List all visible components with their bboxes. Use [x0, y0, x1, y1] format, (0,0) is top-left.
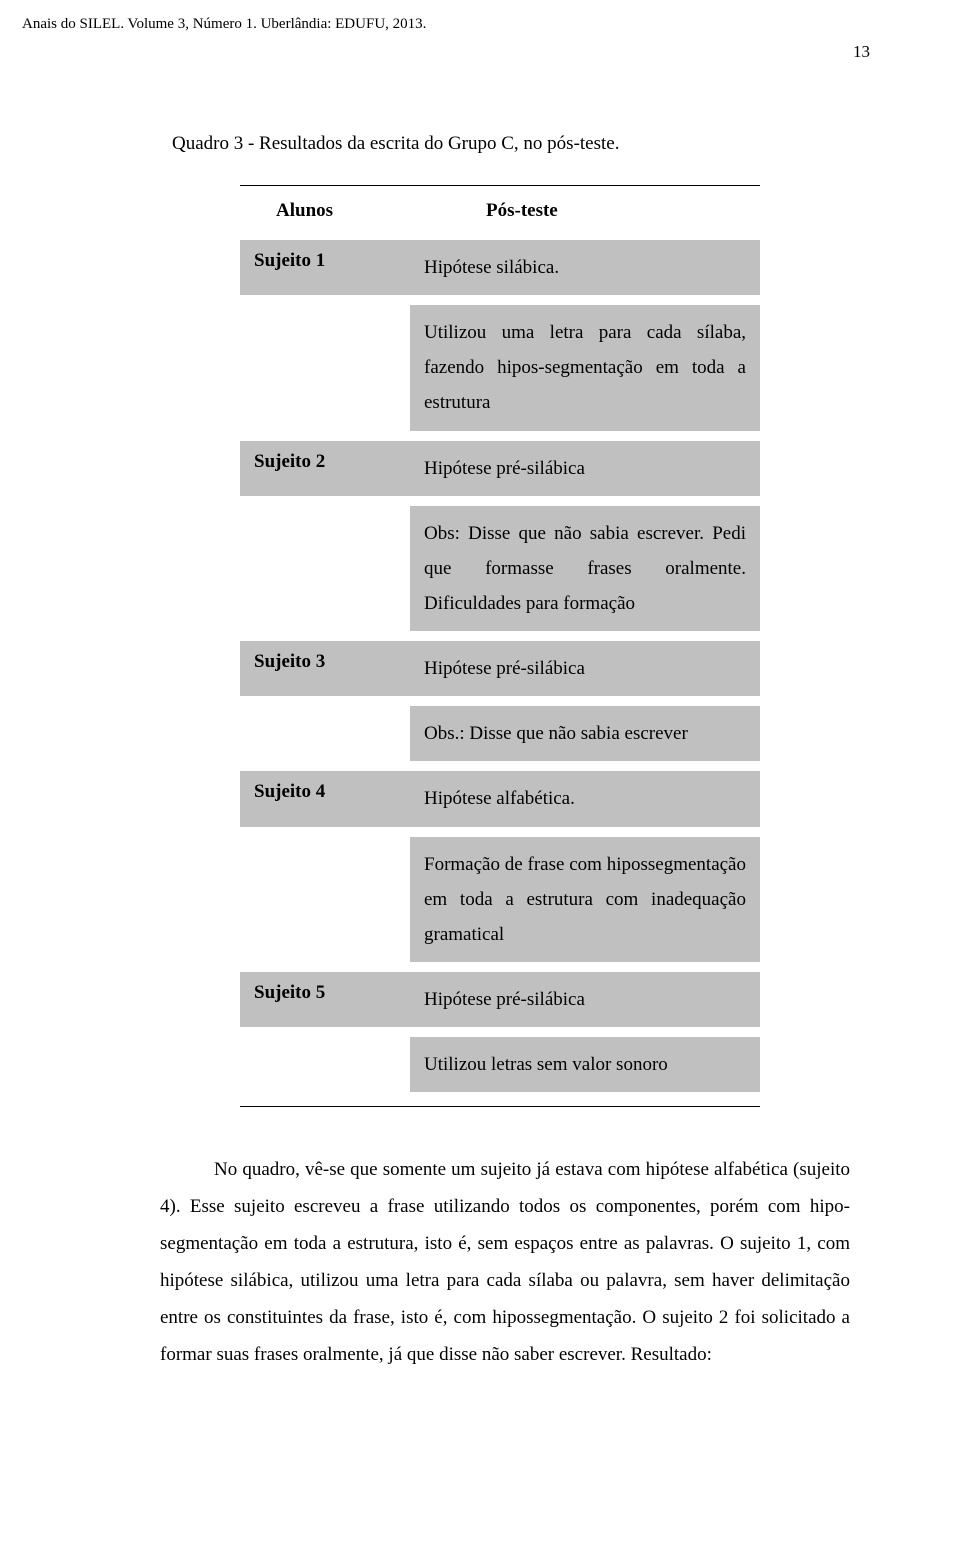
cell-value-3: Hipótese pré-silábica — [410, 641, 760, 696]
cell-subject-3: Sujeito 3 — [240, 641, 410, 696]
cell-subject-4: Sujeito 4 — [240, 771, 410, 826]
cell-value-4: Hipótese alfabética. — [410, 771, 760, 826]
table-row: Sujeito 2 Hipótese pré-silábica — [240, 441, 760, 496]
cell-value-1b: Utilizou uma letra para cada sílaba, faz… — [410, 305, 760, 430]
table-row: Formação de frase com hipossegmentação e… — [240, 837, 760, 962]
cell-value-2: Hipótese pré-silábica — [410, 441, 760, 496]
empty-cell — [240, 506, 410, 631]
cell-value-5: Hipótese pré-silábica — [410, 972, 760, 1027]
table-row: Obs.: Disse que não sabia escrever — [240, 706, 760, 761]
col-header-alunos: Alunos — [240, 200, 410, 222]
table-row: Sujeito 3 Hipótese pré-silábica — [240, 641, 760, 696]
table-row: Sujeito 1 Hipótese silábica. — [240, 240, 760, 295]
running-header: Anais do SILEL. Volume 3, Número 1. Uber… — [0, 0, 960, 33]
cell-value-4b: Formação de frase com hipossegmentação e… — [410, 837, 760, 962]
table-header-row: Alunos Pós-teste — [240, 186, 760, 240]
col-header-posteste: Pós-teste — [410, 200, 558, 222]
table-row: Sujeito 5 Hipótese pré-silábica — [240, 972, 760, 1027]
table-row: Sujeito 4 Hipótese alfabética. — [240, 771, 760, 826]
cell-value-5b: Utilizou letras sem valor sonoro — [410, 1037, 760, 1092]
cell-subject-5: Sujeito 5 — [240, 972, 410, 1027]
table-row: Utilizou uma letra para cada sílaba, faz… — [240, 305, 760, 430]
empty-cell — [240, 837, 410, 962]
empty-cell — [240, 1037, 410, 1092]
cell-value-3b: Obs.: Disse que não sabia escrever — [410, 706, 760, 761]
body-paragraph: No quadro, vê-se que somente um sujeito … — [160, 1151, 850, 1373]
cell-value-2b: Obs: Disse que não sabia escrever. Pedi … — [410, 506, 760, 631]
page-number: 13 — [853, 42, 870, 62]
cell-value-1: Hipótese silábica. — [410, 240, 760, 295]
table-row: Utilizou letras sem valor sonoro — [240, 1037, 760, 1092]
cell-subject-1: Sujeito 1 — [240, 240, 410, 295]
table-row: Obs: Disse que não sabia escrever. Pedi … — [240, 506, 760, 631]
results-table: Alunos Pós-teste Sujeito 1 Hipótese silá… — [240, 185, 760, 1107]
paragraph-text: No quadro, vê-se que somente um sujeito … — [160, 1151, 850, 1373]
main-content: Quadro 3 - Resultados da escrita do Grup… — [0, 33, 960, 1414]
empty-cell — [240, 305, 410, 430]
table-caption: Quadro 3 - Resultados da escrita do Grup… — [172, 133, 850, 155]
empty-cell — [240, 706, 410, 761]
cell-subject-2: Sujeito 2 — [240, 441, 410, 496]
